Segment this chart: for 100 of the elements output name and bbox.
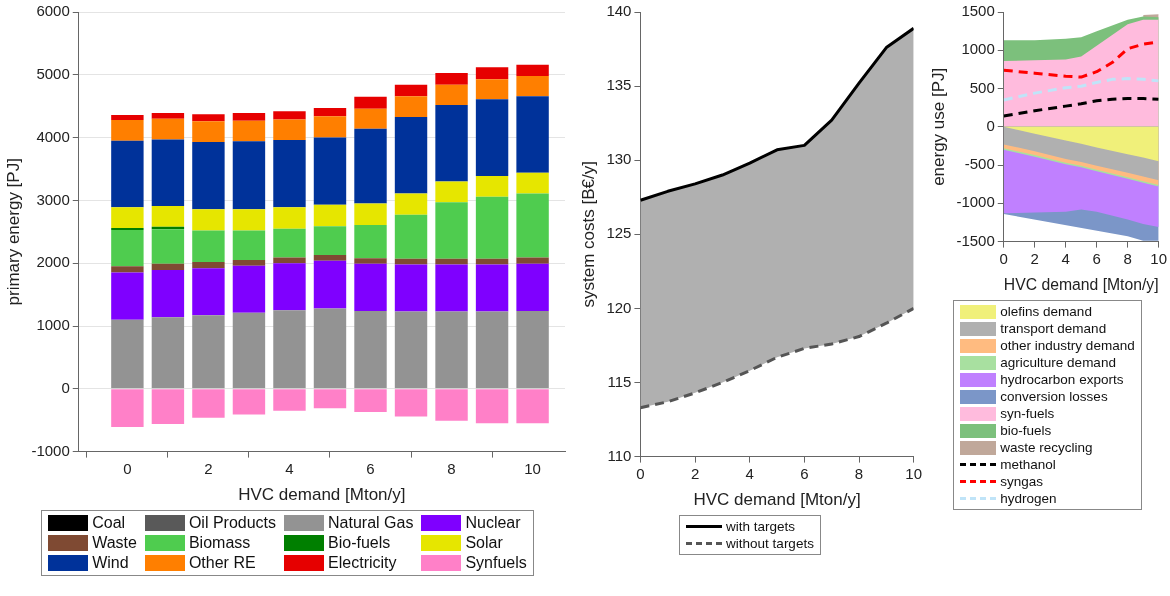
legend-label: hydrocarbon exports: [1000, 372, 1124, 387]
y-axis-title: system costs [B€/y]: [578, 161, 598, 308]
bar: [151, 317, 185, 389]
y-tick-label: 125: [606, 224, 632, 242]
legend-label: Bio-fuels: [328, 534, 391, 552]
bar: [151, 206, 185, 227]
bar: [232, 141, 266, 210]
bar: [475, 79, 509, 100]
bar: [394, 116, 428, 194]
bar: [354, 310, 387, 389]
legend-label: Nuclear: [465, 514, 521, 532]
y-tick-label: 1500: [961, 2, 995, 20]
bar: [232, 265, 266, 313]
bar: [232, 209, 266, 231]
bar: [394, 96, 428, 117]
bar: [273, 257, 306, 264]
legend-label: without targets: [726, 536, 814, 551]
bar: [151, 389, 185, 424]
bar: [192, 389, 225, 418]
bar: [354, 108, 387, 129]
bar: [273, 207, 306, 229]
y-tick-label: 4000: [36, 127, 70, 145]
legend-label: waste recycling: [1000, 440, 1093, 455]
y-tick-label: 3000: [36, 190, 70, 208]
bar: [435, 389, 468, 421]
x-axis-title: HVC demand [Mton/y]: [1003, 274, 1159, 294]
bar: [475, 99, 509, 176]
legend-label: with targets: [726, 519, 796, 534]
legend-label: hydrogen: [1000, 491, 1057, 506]
y-tick-label: -1000: [31, 441, 70, 459]
bar: [151, 263, 185, 271]
bar: [313, 116, 347, 138]
bar: [516, 310, 549, 389]
bar: [192, 230, 225, 262]
bar: [273, 228, 306, 258]
legend-label: transport demand: [1000, 321, 1107, 336]
x-axis-title: HVC demand [Mton/y]: [693, 490, 861, 510]
x-tick-label: 0: [999, 249, 1008, 267]
bar: [192, 142, 225, 210]
bar: [394, 214, 428, 259]
y-axis-title: energy use [PJ]: [928, 67, 948, 186]
bar: [313, 108, 347, 117]
bar: [232, 230, 266, 261]
y-tick-label: 500: [969, 78, 995, 96]
bar: [232, 312, 266, 389]
x-tick-label: 8: [854, 464, 864, 482]
bar: [435, 104, 468, 182]
x-tick-label: 6: [1092, 249, 1101, 267]
bar: [475, 67, 509, 80]
y-tick-label: 130: [606, 150, 632, 168]
x-tick-label: 2: [690, 464, 700, 482]
y-tick-label: 140: [606, 2, 632, 20]
bar: [354, 96, 387, 109]
y-axis-title: primary energy [PJ]: [3, 158, 23, 306]
x-tick-label: 10: [905, 464, 922, 482]
bar: [435, 264, 468, 312]
x-tick-label: 4: [745, 464, 754, 482]
bar: [111, 389, 144, 428]
legend-label: conversion losses: [1000, 389, 1108, 404]
y-tick-label: -1000: [956, 193, 995, 211]
bar: [394, 389, 428, 417]
bar: [232, 260, 266, 266]
x-tick-label: 0: [123, 459, 132, 477]
bar: [475, 311, 509, 389]
x-tick-label: 10: [1150, 249, 1167, 267]
bar: [354, 263, 387, 311]
bar: [516, 257, 549, 264]
x-tick-label: 6: [800, 464, 809, 482]
bar: [151, 139, 185, 207]
bar: [435, 311, 468, 389]
x-tick-label: 0: [636, 464, 645, 482]
bar: [192, 268, 225, 316]
bar: [394, 264, 428, 312]
bar: [516, 64, 549, 77]
bar: [151, 118, 185, 140]
bar: [111, 229, 144, 267]
bar: [354, 128, 387, 204]
bar: [354, 224, 387, 259]
y-tick-label: -1500: [956, 231, 995, 249]
bar: [435, 84, 468, 105]
bar: [111, 114, 144, 121]
bar: [313, 260, 347, 309]
bar: [111, 266, 144, 273]
bar: [111, 140, 144, 208]
bar: [111, 272, 144, 320]
y-tick-label: 110: [607, 446, 632, 464]
y-tick-label: 6000: [36, 2, 70, 20]
legend-label: Other RE: [188, 554, 256, 572]
legend-label: bio-fuels: [1000, 423, 1052, 438]
bar: [516, 193, 549, 258]
bar: [232, 389, 266, 415]
bar: [273, 389, 306, 411]
x-tick-label: 8: [447, 459, 456, 477]
y-tick-label: 0: [61, 378, 70, 396]
legend-label: olefins demand: [1000, 304, 1092, 319]
bar: [273, 119, 306, 141]
x-tick-label: 2: [204, 459, 213, 477]
bar: [435, 72, 468, 85]
legend-label: syn-fuels: [1000, 406, 1055, 421]
bar: [435, 181, 468, 203]
